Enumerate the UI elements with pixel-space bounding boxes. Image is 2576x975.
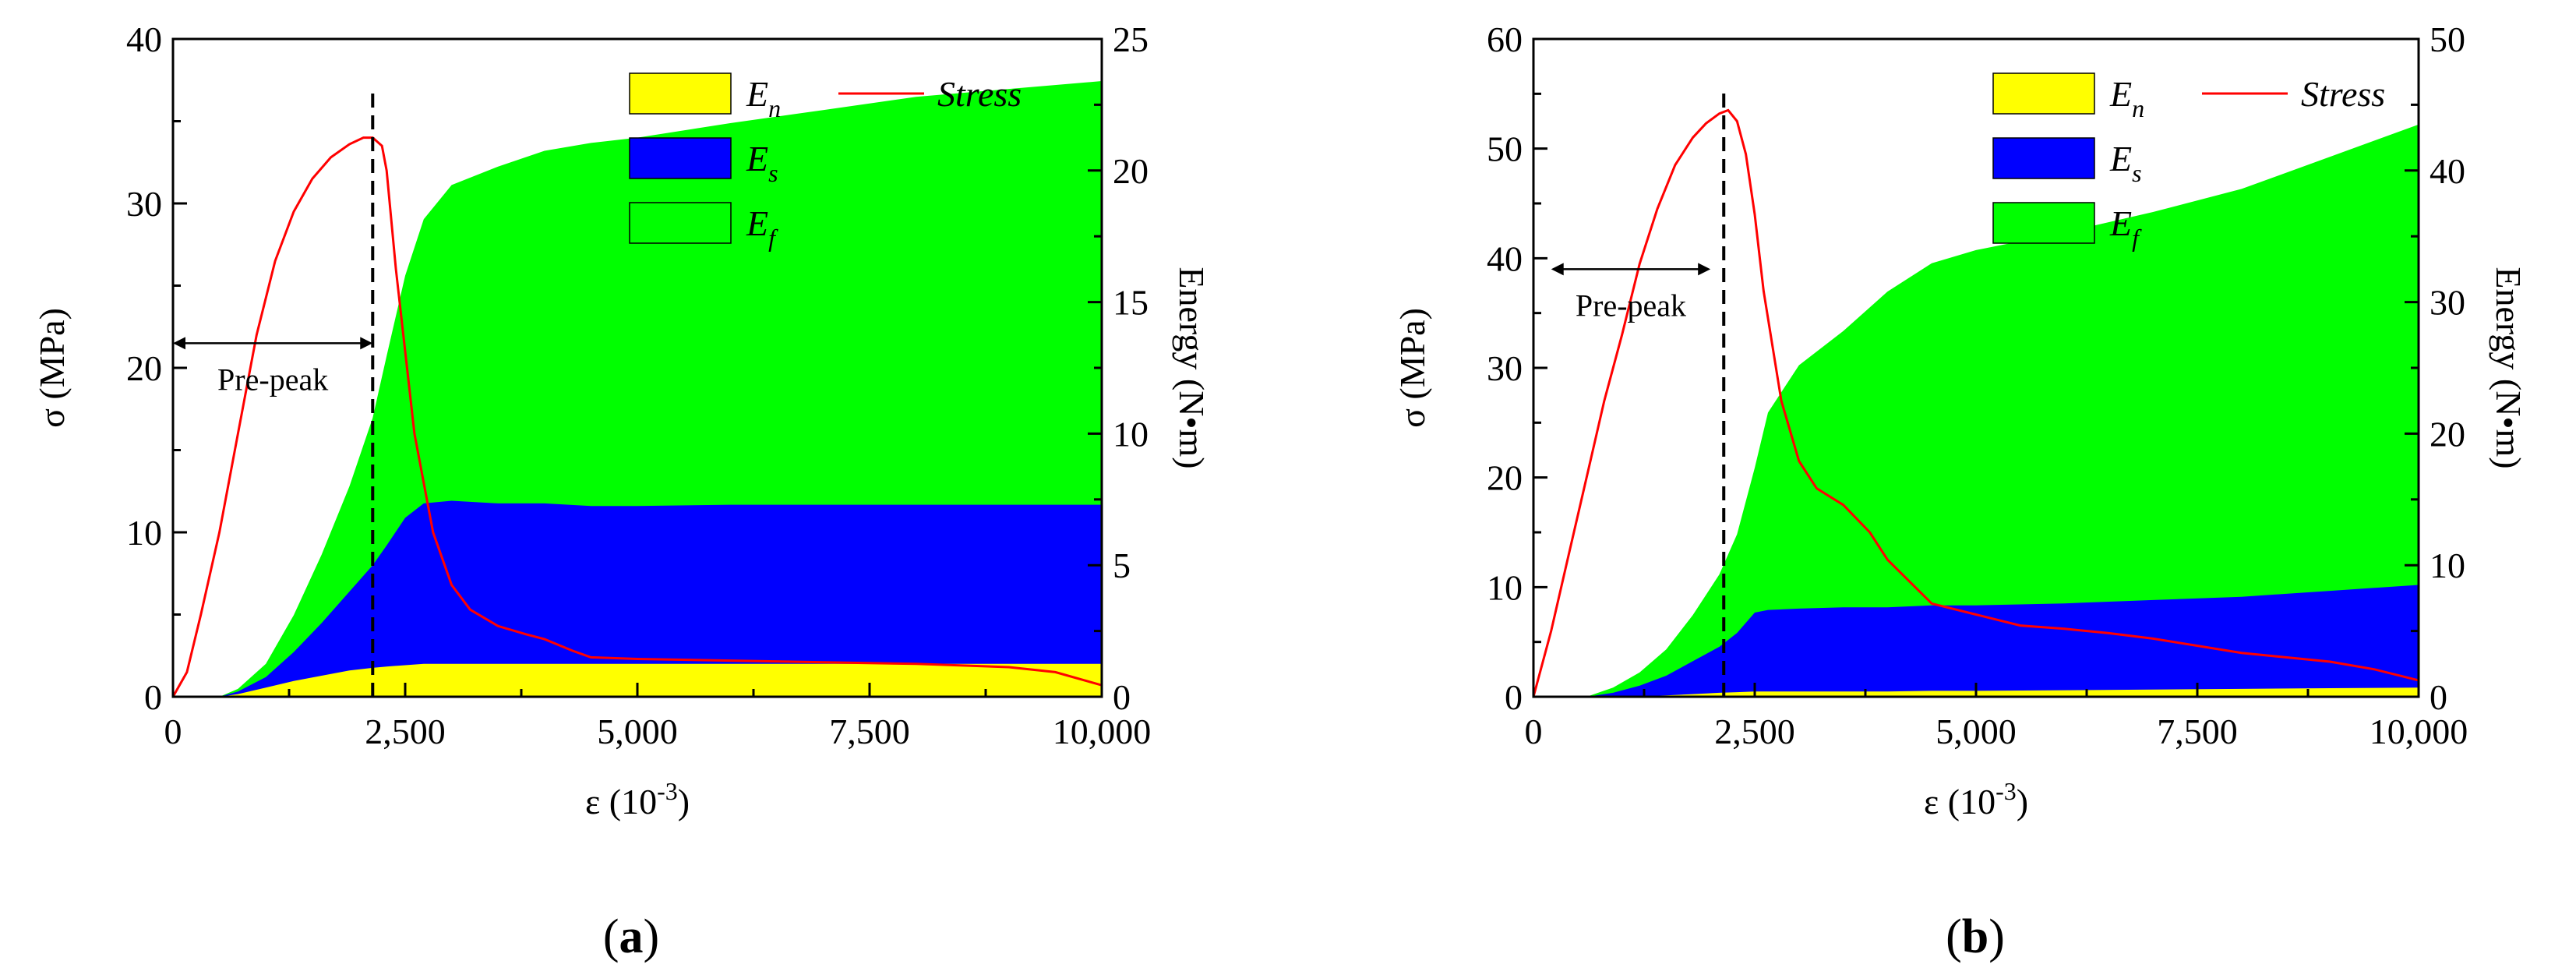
x-tick-label: 5,000 [1936, 712, 2017, 751]
area-Es [173, 500, 1102, 697]
y-tick-label: 20 [1487, 458, 1523, 498]
legend-swatch-Ef [629, 202, 732, 244]
y-tick-label: 30 [1487, 348, 1523, 388]
y2-tick-label: 15 [1113, 283, 1149, 323]
y-tick-label: 20 [126, 348, 162, 388]
legend-stress-label: Stress [937, 74, 1022, 114]
x-tick-label: 5,000 [597, 712, 678, 751]
legend-swatch-Es [629, 137, 732, 179]
legend-stress-label: Stress [2301, 74, 2385, 114]
y2-tick-label: 20 [2430, 414, 2465, 454]
y2-tick-label: 40 [2430, 151, 2465, 191]
y2-tick-label: 25 [1113, 19, 1149, 59]
legend-label-main: E [746, 139, 768, 178]
x-axis-label-close: ) [678, 782, 690, 821]
caption-open: ( [603, 910, 619, 963]
panel-caption: (b) [1946, 910, 2005, 963]
y2-tick-label: 10 [1113, 414, 1149, 454]
legend-label-sub: n [2132, 94, 2144, 122]
y-tick-label: 40 [126, 19, 162, 59]
y2-tick-label: 0 [1113, 677, 1131, 717]
y2-tick-label: 50 [2430, 19, 2465, 59]
y-tick-label: 10 [1487, 567, 1523, 607]
y-tick-label: 10 [126, 513, 162, 553]
y-tick-label: 0 [1505, 677, 1523, 717]
caption-close: ) [1988, 910, 2005, 963]
x-axis-label: ε (10-3) [585, 777, 690, 821]
x-axis-label: ε (10-3) [1924, 777, 2028, 821]
legend-label-main: E [2109, 203, 2132, 243]
legend-label-Es: Es [2109, 139, 2142, 187]
y2-tick-label: 0 [2430, 677, 2447, 717]
y-tick-label: 0 [144, 677, 162, 717]
y2-axis-label: Energy (N•m) [1172, 267, 1212, 468]
y-tick-label: 60 [1487, 19, 1523, 59]
area-Es [1533, 585, 2419, 697]
x-tick-label: 10,000 [1053, 712, 1152, 751]
x-axis-label-text: ε (10 [585, 782, 657, 821]
legend-label-En: En [746, 74, 781, 122]
y-tick-label: 50 [1487, 129, 1523, 169]
area-Ef [1533, 124, 2419, 697]
legend-label-main: E [746, 203, 768, 243]
pre-peak-arrow-head-left [1551, 263, 1564, 276]
y-axis-label: σ (MPa) [32, 308, 72, 428]
y2-tick-label: 30 [2430, 283, 2465, 323]
legend-label-En: En [2109, 74, 2144, 122]
chart-panel-a: 0 2,500 5,000 7,500 10,000010203040051015202… [32, 19, 1212, 963]
legend-swatch-En [629, 72, 732, 115]
y2-tick-label: 10 [2430, 546, 2465, 585]
x-tick-label: 10,000 [2370, 712, 2468, 751]
x-tick-label: 7,500 [2157, 712, 2238, 751]
x-tick-label: 2,500 [365, 712, 446, 751]
x-axis-label-text: ε (10 [1924, 782, 1996, 821]
legend-label-sub: n [768, 94, 781, 122]
legend-swatch-En [1992, 72, 2095, 115]
legend-label-Ef: Ef [2109, 203, 2142, 252]
y-axis-label: σ (MPa) [1392, 308, 1432, 428]
y-tick-label: 30 [126, 184, 162, 224]
x-axis-label-sup: -3 [1996, 777, 2017, 805]
stress-line [171, 136, 1103, 698]
y2-tick-label: 5 [1113, 546, 1131, 585]
caption-letter: b [1962, 910, 1988, 963]
pre-peak-label: Pre-peak [1576, 288, 1686, 323]
y2-axis-label: Energy (N•m) [2489, 267, 2528, 468]
legend-label-main: E [746, 74, 768, 114]
caption-open: ( [1946, 910, 1962, 963]
x-tick-label: 0 [164, 712, 182, 751]
x-axis-label-sup: -3 [657, 777, 678, 805]
stress-line [1532, 108, 2419, 698]
legend-label-main: E [2109, 74, 2132, 114]
x-tick-label: 2,500 [1714, 712, 1795, 751]
chart-panel-b: 0 2,500 5,000 7,500 10,000010203040506001020… [1392, 19, 2528, 963]
legend-swatch-Es [1992, 137, 2095, 179]
pre-peak-arrow-head-left [173, 337, 185, 350]
legend-label-Es: Es [746, 139, 778, 187]
caption-letter: a [619, 910, 644, 963]
legend-label-main: E [2109, 139, 2132, 178]
legend-swatch-Ef [1992, 202, 2095, 244]
panel-caption: (a) [603, 910, 659, 963]
x-tick-label: 0 [1525, 712, 1543, 751]
pre-peak-label: Pre-peak [217, 362, 328, 397]
x-axis-label-close: ) [2017, 782, 2028, 821]
x-tick-label: 7,500 [829, 712, 910, 751]
pre-peak-arrow-head-right [1698, 263, 1711, 276]
pre-peak-arrow-head-right [360, 337, 373, 350]
y2-tick-label: 20 [1113, 151, 1149, 191]
legend-label-sub: s [768, 159, 778, 187]
y-tick-label: 40 [1487, 238, 1523, 278]
caption-close: ) [644, 910, 660, 963]
legend-label-sub: s [2132, 159, 2141, 187]
